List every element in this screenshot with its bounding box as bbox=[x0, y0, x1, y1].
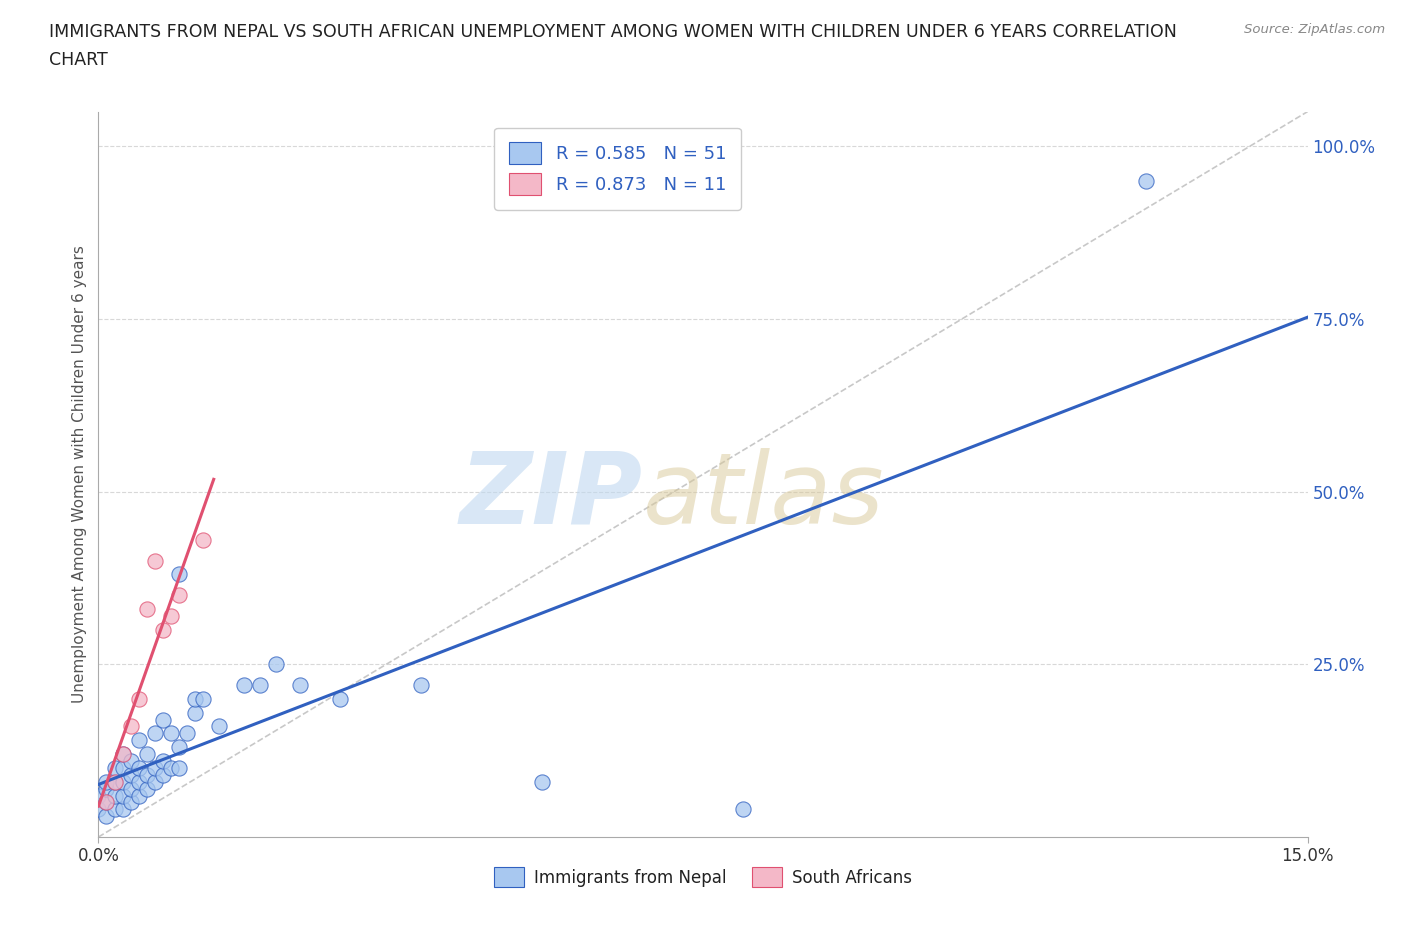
Point bbox=[143, 726, 166, 741]
Point bbox=[152, 622, 174, 637]
Text: ZIP: ZIP bbox=[460, 447, 643, 545]
Point bbox=[1135, 173, 1157, 188]
Point bbox=[160, 726, 183, 741]
Text: CHART: CHART bbox=[49, 51, 108, 69]
Point bbox=[120, 795, 142, 810]
Point bbox=[409, 678, 432, 693]
Point bbox=[184, 705, 207, 720]
Point bbox=[232, 678, 254, 693]
Point bbox=[96, 781, 118, 796]
Point bbox=[128, 691, 150, 706]
Point bbox=[103, 788, 125, 803]
Point bbox=[135, 767, 157, 782]
Point bbox=[111, 747, 134, 762]
Point bbox=[193, 533, 215, 548]
Point bbox=[111, 788, 134, 803]
Point bbox=[128, 761, 150, 776]
Point bbox=[87, 802, 110, 817]
Point bbox=[128, 788, 150, 803]
Point bbox=[160, 608, 183, 623]
Point bbox=[96, 775, 118, 790]
Point bbox=[184, 691, 207, 706]
Point bbox=[208, 719, 231, 734]
Point bbox=[135, 602, 157, 617]
Point bbox=[329, 691, 352, 706]
Point bbox=[288, 678, 311, 693]
Point bbox=[143, 761, 166, 776]
Point bbox=[111, 747, 134, 762]
Point bbox=[530, 775, 553, 790]
Point bbox=[111, 775, 134, 790]
Legend: Immigrants from Nepal, South Africans: Immigrants from Nepal, South Africans bbox=[488, 860, 918, 894]
Point bbox=[87, 788, 110, 803]
Point bbox=[167, 761, 190, 776]
Point bbox=[120, 753, 142, 768]
Point bbox=[120, 781, 142, 796]
Text: IMMIGRANTS FROM NEPAL VS SOUTH AFRICAN UNEMPLOYMENT AMONG WOMEN WITH CHILDREN UN: IMMIGRANTS FROM NEPAL VS SOUTH AFRICAN U… bbox=[49, 23, 1177, 41]
Point bbox=[128, 733, 150, 748]
Point bbox=[143, 775, 166, 790]
Point bbox=[176, 726, 198, 741]
Point bbox=[111, 802, 134, 817]
Y-axis label: Unemployment Among Women with Children Under 6 years: Unemployment Among Women with Children U… bbox=[72, 246, 87, 703]
Point bbox=[120, 767, 142, 782]
Point bbox=[733, 802, 755, 817]
Point bbox=[96, 809, 118, 824]
Point bbox=[135, 747, 157, 762]
Point bbox=[103, 775, 125, 790]
Point bbox=[167, 567, 190, 582]
Point bbox=[143, 553, 166, 568]
Point bbox=[249, 678, 271, 693]
Point bbox=[103, 761, 125, 776]
Point bbox=[128, 775, 150, 790]
Point bbox=[167, 588, 190, 603]
Point bbox=[103, 802, 125, 817]
Point bbox=[193, 691, 215, 706]
Point bbox=[152, 767, 174, 782]
Text: Source: ZipAtlas.com: Source: ZipAtlas.com bbox=[1244, 23, 1385, 36]
Point bbox=[160, 761, 183, 776]
Text: atlas: atlas bbox=[643, 447, 884, 545]
Point bbox=[96, 795, 118, 810]
Point bbox=[103, 775, 125, 790]
Point bbox=[264, 657, 287, 671]
Point bbox=[152, 753, 174, 768]
Point bbox=[96, 795, 118, 810]
Point bbox=[111, 761, 134, 776]
Point bbox=[120, 719, 142, 734]
Point bbox=[152, 712, 174, 727]
Point bbox=[167, 739, 190, 754]
Point bbox=[135, 781, 157, 796]
